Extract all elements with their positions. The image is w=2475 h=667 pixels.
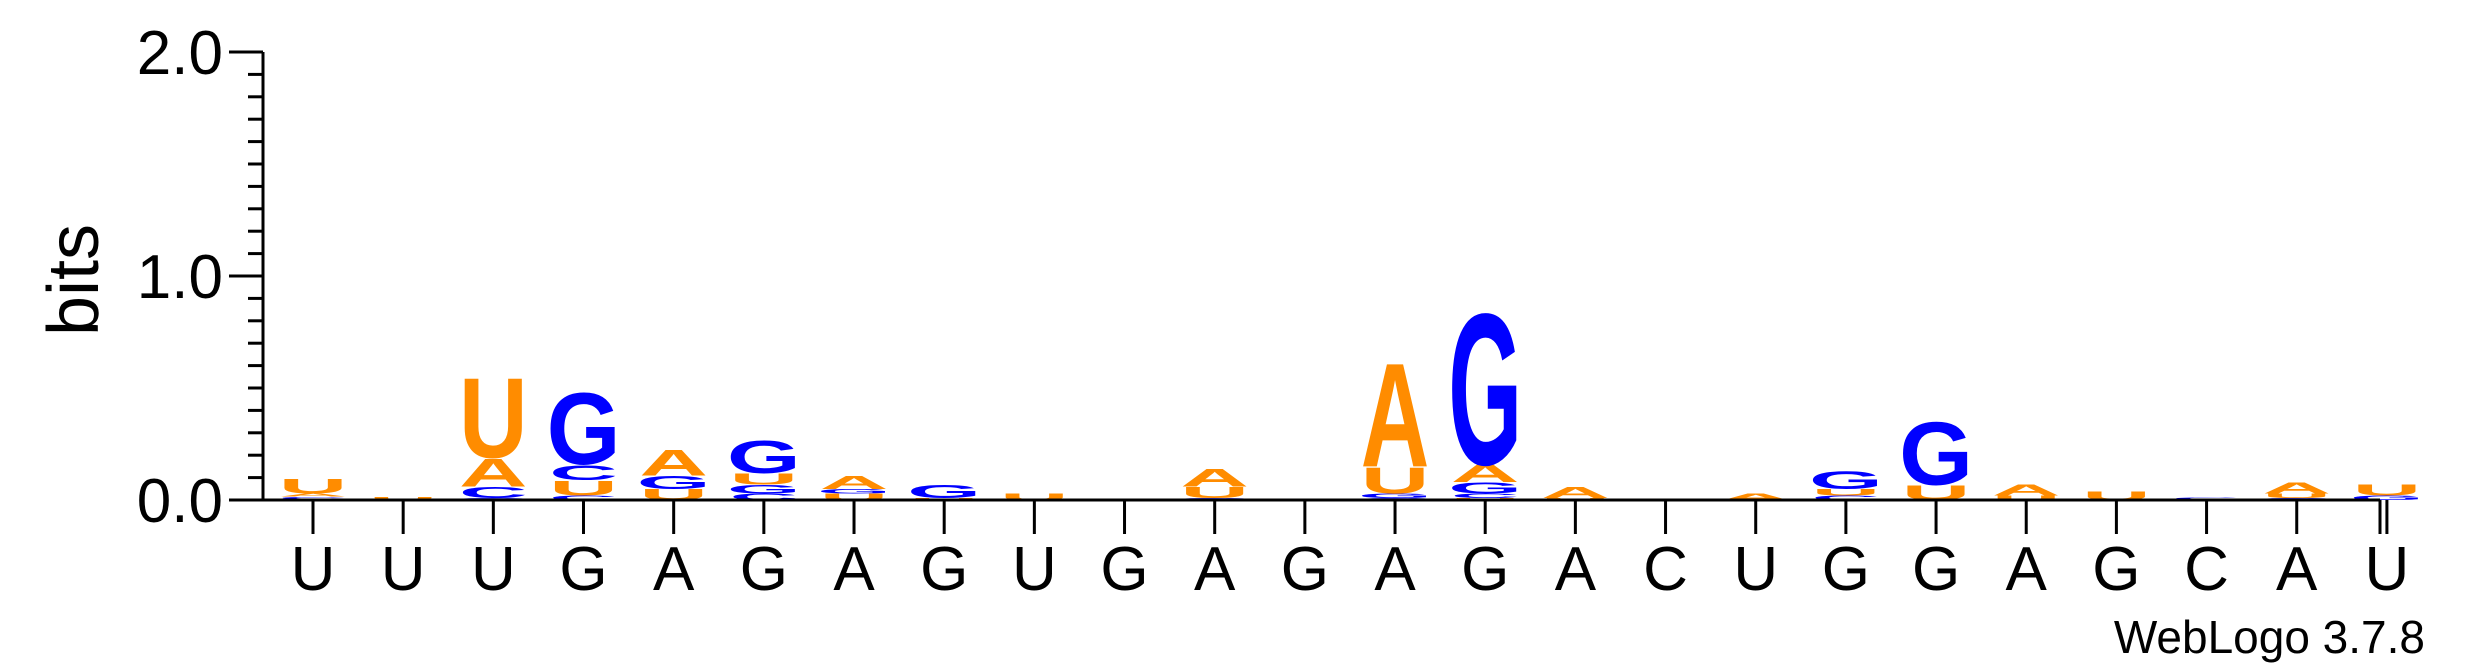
logo-letter-U-pos-24-2: U [2353,482,2422,499]
x-tick-label-18: G [1822,535,1870,604]
logo-letter-A-pos-11-3: A [1180,464,1249,492]
x-tick-label-24: U [2365,535,2410,604]
logo-letter-G-pos-6-2: G [727,482,801,496]
logo-letter-G-pos-18-3: G [1809,466,1883,494]
letter-stacks: GCAUGUGCAUCUCGUGACGUGUGAUGUGGUAGCGUAUCGA… [276,270,2424,511]
x-tick-label-23: A [2276,535,2318,604]
x-tick-label-16: C [1643,535,1688,604]
logo-letter-A-pos-15-2: A [1541,484,1610,501]
y-tick-label: 0.0 [137,467,223,536]
x-tick-label-9: U [1012,535,1057,604]
logo-letter-G-pos-14-3: G [1448,479,1522,496]
logo-letter-U-pos-20-1: U [1992,494,2061,501]
y-axis-label: bits [34,224,114,336]
logo-letter-U-pos-11-2: U [1180,484,1249,501]
logo-letter-C-pos-14-2: C [1451,492,1520,499]
logo-letter-A-pos-23-3: A [2262,479,2331,496]
weblogo-version-label: WebLogo 3.7.8 [2114,611,2425,663]
logo-letter-A-pos-5-3: A [639,442,708,483]
x-tick-label-4: G [559,535,607,604]
logo-letter-A-pos-7-3: A [820,472,889,493]
logo-letter-C-pos-6-1: C [730,492,799,502]
logo-letter-U-pos-6-3: U [730,470,799,487]
logo-letter-U-pos-9-1: U [1000,492,1069,502]
x-tick-label-14: G [1461,535,1509,604]
logo-letter-A-pos-3-3: A [459,451,528,496]
x-tick-label-20: A [2006,535,2048,604]
logo-letter-U-pos-4-2: U [549,476,618,500]
logo-letter-G-pos-24-1: G [2350,494,2424,501]
logo-letter-G-pos-14-5: G [1448,270,1522,511]
x-tick-label-3: U [471,535,516,604]
logo-letter-G-pos-5-2: G [637,472,711,493]
y-tick-label: 1.0 [137,243,223,312]
logo-letter-G-pos-19-2: G [1899,403,1973,504]
logo-letter-G-pos-6-4: G [727,431,801,483]
logo-letter-C-pos-4-1: C [549,494,618,501]
x-tick-label-13: A [1374,535,1416,604]
x-tick-label-7: A [833,535,875,604]
logo-letter-U-pos-13-3: U [1361,460,1430,501]
y-tick-label: 2.0 [137,19,223,88]
logo-letter-C-pos-18-1: C [1812,494,1881,501]
logo-letter-A-pos-13-4: A [1361,333,1430,499]
logo-letter-G-pos-7-2: G [817,488,891,495]
logo-letter-U-pos-23-2: U [2262,492,2331,499]
x-tick-label-5: A [653,535,695,604]
logo-letter-G-pos-4-4: G [547,372,621,486]
logo-letter-U-pos-1-4: U [279,474,348,498]
x-tick-label-11: A [1194,535,1236,604]
x-tick-label-10: G [1100,535,1148,604]
x-tick-label-15: A [1555,535,1597,604]
logo-letter-C-pos-3-2: C [459,484,528,501]
logo-letter-C-pos-1-2: C [279,496,348,499]
x-tick-label-19: G [1912,535,1960,604]
x-tick-label-1: U [291,535,336,604]
x-tick-label-2: U [381,535,426,604]
logo-letter-G-pos-13-2: G [1358,492,1432,499]
logo-letter-A-pos-20-2: A [1992,482,2061,499]
logo-letter-A-pos-1-3: A [279,493,348,498]
logo-letter-U-pos-7-1: U [820,492,889,502]
logo-letter-A-pos-14-4: A [1451,460,1520,488]
logo-letter-U-pos-18-2: U [1812,487,1881,497]
logo-letter-G-pos-8-2: G [907,481,981,502]
logo-letter-A-pos-17-1: A [1721,492,1790,502]
x-tick-label-22: C [2184,535,2229,604]
logo-letter-C-pos-4-3: C [549,460,618,484]
x-tick-label-21: G [2092,535,2140,604]
x-tick-label-17: U [1733,535,1778,604]
y-axis: 0.0 1.0 2.0 [137,19,265,536]
x-tick-label-6: G [740,535,788,604]
x-tick-label-8: G [920,535,968,604]
logo-letter-U-pos-2-2: U [369,496,438,499]
x-tick-label-12: G [1281,535,1329,604]
logo-letter-C-pos-22-2: C [2172,497,2241,499]
logo-letter-U-pos-3-4: U [459,355,528,482]
